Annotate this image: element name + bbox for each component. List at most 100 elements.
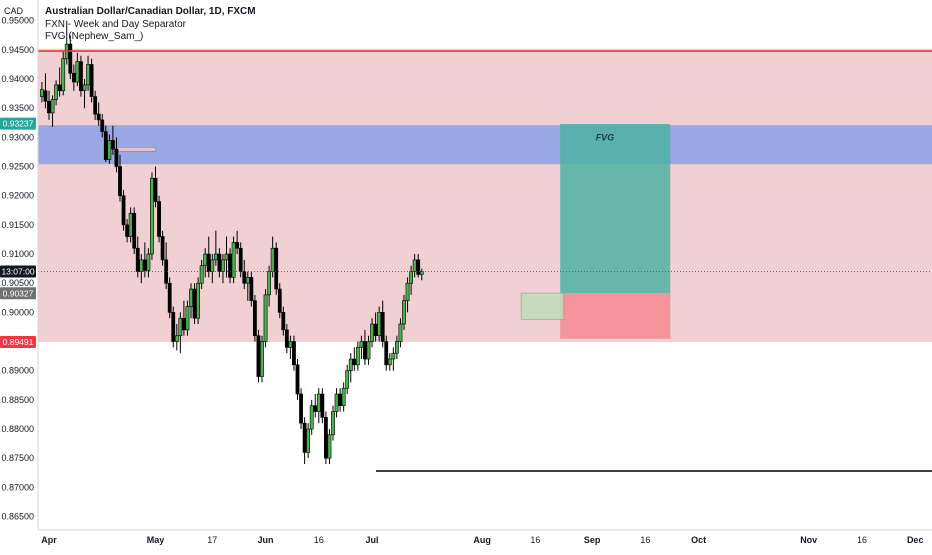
candle-body	[103, 131, 108, 160]
indicator-week-day-separator[interactable]: FXN - Week and Day Separator	[45, 18, 186, 30]
candle-body	[359, 341, 364, 348]
candle-body	[281, 312, 286, 331]
candle-body	[238, 247, 243, 272]
candle	[157, 195, 161, 243]
candle	[82, 79, 87, 109]
candle	[196, 277, 201, 325]
candle-body	[295, 364, 300, 395]
candle	[249, 271, 254, 307]
candle	[68, 35, 73, 80]
candle-body	[171, 312, 176, 342]
candle-body	[192, 288, 197, 319]
candle	[309, 399, 314, 435]
candle-body	[267, 271, 272, 296]
candle-body	[334, 393, 339, 412]
x-tick-label: 16	[530, 535, 540, 545]
price-badge-bg	[0, 336, 36, 349]
candle	[345, 364, 350, 395]
candle	[96, 102, 101, 126]
candle	[263, 289, 268, 348]
candle	[405, 277, 410, 313]
candle	[171, 306, 176, 348]
x-tick-label: Oct	[691, 535, 706, 545]
candle-body	[394, 341, 399, 354]
candle	[359, 335, 364, 360]
candle	[178, 312, 183, 354]
candle	[274, 242, 279, 295]
candle-body	[416, 259, 421, 275]
candle-body	[377, 312, 382, 336]
candle	[189, 283, 193, 319]
candle-body	[405, 282, 410, 302]
candle-body	[370, 323, 374, 342]
candle-body	[86, 64, 90, 86]
candle-body	[274, 247, 279, 290]
candle-body	[118, 166, 122, 197]
candle-body	[284, 329, 289, 348]
entry-box	[520, 292, 565, 320]
y-tick-label: 0.88000	[1, 424, 34, 434]
candle	[256, 329, 261, 383]
candle	[128, 207, 133, 243]
indicator-fvg[interactable]: FVG (Nephew_Sam_)	[45, 31, 144, 42]
candle-body	[178, 317, 183, 336]
x-tick-label: Jun	[258, 535, 274, 545]
y-tick-label: 0.91000	[1, 249, 34, 259]
candle-body	[245, 277, 250, 284]
small-fvg	[116, 147, 156, 152]
candle-body	[150, 177, 154, 255]
candle-body	[253, 300, 257, 336]
candle	[288, 335, 293, 360]
candle	[86, 55, 90, 91]
candle-body	[288, 341, 293, 348]
x-tick-label: Aug	[473, 535, 491, 545]
y-tick-label: 0.87000	[1, 482, 34, 492]
candle-body	[210, 259, 215, 272]
candle-body	[341, 387, 346, 406]
candle-body	[355, 347, 360, 366]
candle-body	[82, 84, 87, 92]
candle	[277, 283, 282, 319]
candle-body	[373, 323, 378, 336]
candle-body	[79, 61, 83, 92]
candle	[125, 219, 130, 243]
candle	[242, 259, 247, 290]
candle-body	[39, 89, 44, 97]
candle-body	[402, 300, 406, 325]
symbol-title[interactable]: Australian Dollar/Canadian Dollar, 1D, F…	[45, 6, 256, 17]
candle-body	[320, 393, 325, 418]
candle-body	[380, 312, 385, 342]
currency-label: CAD	[4, 6, 24, 16]
candle	[79, 55, 83, 97]
candle-body	[412, 259, 417, 272]
candle-body	[348, 358, 353, 371]
candle	[153, 166, 158, 208]
candle	[391, 347, 396, 371]
candle	[167, 277, 172, 319]
candle-body	[68, 43, 73, 74]
candle-body	[43, 90, 48, 102]
candle	[334, 388, 339, 418]
candle	[320, 388, 325, 424]
x-tick-label: 17	[207, 535, 217, 545]
candle	[203, 248, 208, 278]
candle	[363, 329, 367, 365]
candle	[284, 324, 289, 354]
candle	[245, 271, 250, 301]
candle-body	[71, 72, 76, 83]
candle-body	[139, 259, 144, 272]
candle-body	[157, 201, 161, 237]
candle	[416, 254, 421, 278]
premium-zone	[38, 48, 932, 343]
y-tick-label: 0.94000	[1, 74, 34, 84]
candle-body	[306, 428, 311, 453]
y-tick-label: 0.92000	[1, 191, 34, 201]
candle	[61, 51, 66, 96]
candle	[352, 347, 357, 371]
candle-body	[242, 271, 247, 284]
candle-body	[125, 224, 130, 237]
candle	[253, 294, 257, 342]
candle-body	[338, 393, 343, 406]
